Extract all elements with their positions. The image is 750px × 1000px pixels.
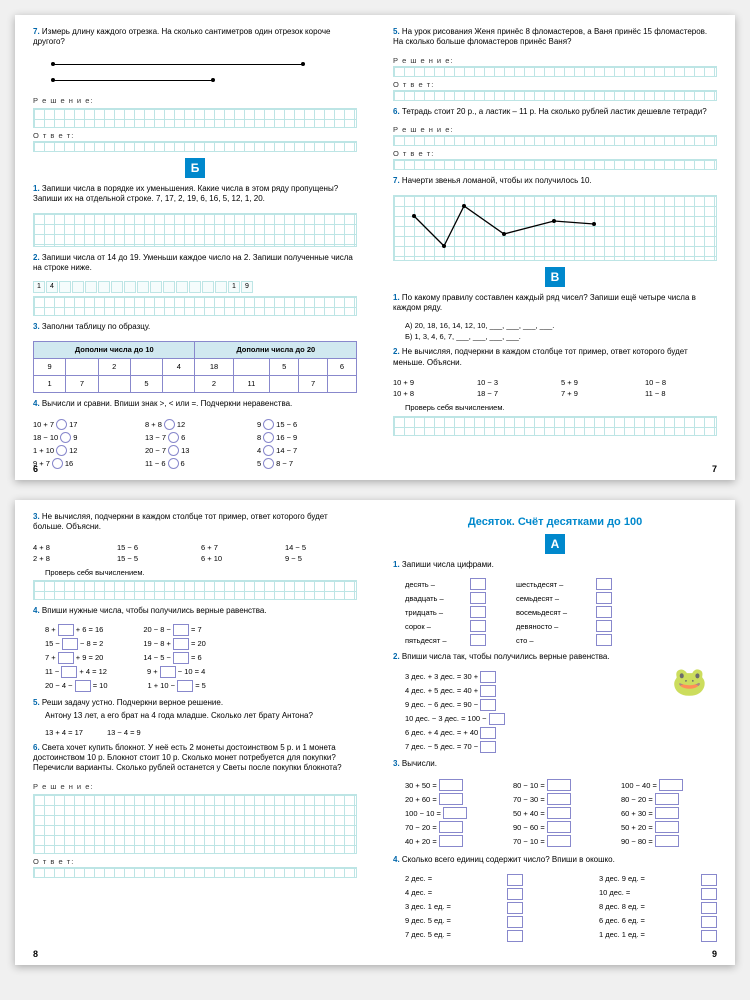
task-num: 4. [393, 855, 400, 864]
number-cells[interactable]: 1419 [33, 281, 357, 293]
solution-option: 13 − 4 = 9 [107, 728, 141, 737]
task-text: Заполни таблицу по образцу. [42, 322, 150, 331]
task-text: Начерти звенья ломаной, чтобы их получил… [402, 176, 592, 185]
task-num: 7. [33, 27, 40, 36]
page-number: 7 [712, 464, 717, 474]
task-text: Вычисли и сравни. Впиши знак >, < или =.… [42, 399, 292, 408]
page-8: 3. Не вычисляя, подчеркни в каждом столб… [15, 500, 375, 965]
answer-grid[interactable] [33, 580, 357, 600]
spread-pages-6-7: 7. Измерь длину каждого отрезка. На скол… [15, 15, 735, 480]
task-num: 2. [393, 652, 400, 661]
task-num: 2. [33, 253, 40, 262]
section-badge-a: А [545, 534, 565, 554]
answer-grid[interactable] [393, 66, 717, 77]
units-rows: 2 дес. =3 дес. 9 ед. =4 дес. =10 дес. =3… [405, 874, 717, 942]
task-text: По какому правилу составлен каждый ряд ч… [393, 293, 696, 312]
solution-option: 13 + 4 = 17 [45, 728, 83, 737]
solution-label: Р е ш е н и е: [393, 56, 717, 65]
task-num: 3. [33, 512, 40, 521]
task-num: 5. [393, 27, 400, 36]
answer-grid[interactable] [33, 213, 357, 247]
answer-label: О т в е т: [393, 149, 717, 158]
spread-pages-8-9: 3. Не вычисляя, подчеркни в каждом столб… [15, 500, 735, 965]
section-badge-b: Б [185, 158, 205, 178]
task-text: Измерь длину каждого отрезка. На сколько… [33, 27, 330, 46]
section-badge-v: В [545, 267, 565, 287]
task-text: Сколько всего единиц содержит число? Впи… [402, 855, 615, 864]
answer-label: О т в е т: [33, 131, 357, 140]
table-header: Дополни числа до 20 [195, 341, 357, 358]
answer-grid[interactable] [33, 108, 357, 128]
polyline-grid[interactable] [393, 195, 717, 261]
task-text: Не вычисляя, подчеркни в каждом столбце … [33, 512, 328, 531]
calc-columns: 30 + 50 = 20 + 60 = 100 − 10 = 70 − 20 =… [405, 777, 717, 849]
page-9: Десяток. Счёт десятками до 100 А 1. Запи… [375, 500, 735, 965]
page-number: 9 [712, 949, 717, 959]
page-number: 6 [33, 464, 38, 474]
task-num: 5. [33, 698, 40, 707]
task-num: 3. [33, 322, 40, 331]
task-num: 6. [33, 743, 40, 752]
answer-label: О т в е т: [393, 80, 717, 89]
frog-icon: 🐸 [662, 665, 717, 715]
task-num: 1. [393, 293, 400, 302]
task-text: Запиши числа от 14 до 19. Уменьши каждое… [33, 253, 353, 272]
answer-grid[interactable] [393, 135, 717, 146]
task-num: 4. [33, 606, 40, 615]
answer-grid[interactable] [393, 159, 717, 170]
task-text: Реши задачу устно. Подчеркни верное реше… [42, 698, 223, 707]
table-header: Дополни числа до 10 [34, 341, 195, 358]
check-note: Проверь себя вычислением. [45, 568, 357, 577]
solution-label: Р е ш е н и е: [33, 96, 357, 105]
example-columns: 4 + 82 + 815 − 615 − 56 + 76 + 1014 − 59… [33, 541, 357, 565]
task-num: 3. [393, 759, 400, 768]
series-a: А) 20, 18, 16, 14, 12, 10, ___, ___, ___… [405, 321, 717, 330]
section-title: Десяток. Счёт десятками до 100 [393, 516, 717, 528]
task-text: На урок рисования Женя принёс 8 фломасте… [393, 27, 707, 46]
task-text: Тетрадь стоит 20 р., а ластик – 11 р. На… [402, 107, 707, 116]
answer-grid[interactable] [33, 296, 357, 316]
task-num: 7. [393, 176, 400, 185]
task-text: Запиши числа цифрами. [402, 560, 494, 569]
answer-grid[interactable] [393, 416, 717, 436]
answer-grid[interactable] [33, 141, 357, 152]
compare-columns: 10 + 7 1718 − 10 91 + 10 129 + 7 168 + 8… [33, 417, 357, 471]
task-num: 6. [393, 107, 400, 116]
solution-label: Р е ш е н и е: [393, 125, 717, 134]
task-num: 1. [33, 184, 40, 193]
segments-diagram [33, 56, 357, 92]
task-num: 1. [393, 560, 400, 569]
check-note: Проверь себя вычислением. [405, 403, 717, 412]
answer-grid[interactable] [33, 867, 357, 878]
task-num: 4. [33, 399, 40, 408]
equation-rows: 8 + + 6 = 1620 − 8 − = 715 − − 8 = 219 −… [45, 624, 357, 692]
task-text: Вычисли. [402, 759, 437, 768]
page-number: 8 [33, 949, 38, 959]
number-words: десять –шестьдесят –двадцать –семьдесят … [405, 578, 717, 646]
task-text: Не вычисляя, подчеркни в каждом столбце … [393, 347, 688, 366]
answer-label: О т в е т: [33, 857, 357, 866]
page-7: 5. На урок рисования Женя принёс 8 флома… [375, 15, 735, 480]
series-b: Б) 1, 3, 4, 6, 7, ___, ___, ___, ___. [405, 332, 717, 341]
answer-grid[interactable] [393, 90, 717, 101]
task-text2: Антону 13 лет, а его брат на 4 года млад… [45, 711, 357, 720]
task-text: Запиши числа в порядке их уменьшения. Ка… [33, 184, 338, 203]
fill-table[interactable]: Дополни числа до 10 Дополни числа до 20 … [33, 341, 357, 393]
task-text: Впиши нужные числа, чтобы получились вер… [42, 606, 267, 615]
task-num: 2. [393, 347, 400, 356]
answer-grid[interactable] [33, 794, 357, 854]
polyline-icon [394, 196, 716, 256]
task-text: Впиши числа так, чтобы получились верные… [402, 652, 610, 661]
example-columns: 10 + 910 + 810 − 318 − 75 + 97 + 910 − 8… [393, 376, 717, 400]
page-6: 7. Измерь длину каждого отрезка. На скол… [15, 15, 375, 480]
task-text: Света хочет купить блокнот. У неё есть 2… [33, 743, 342, 773]
solution-label: Р е ш е н и е: [33, 782, 357, 791]
